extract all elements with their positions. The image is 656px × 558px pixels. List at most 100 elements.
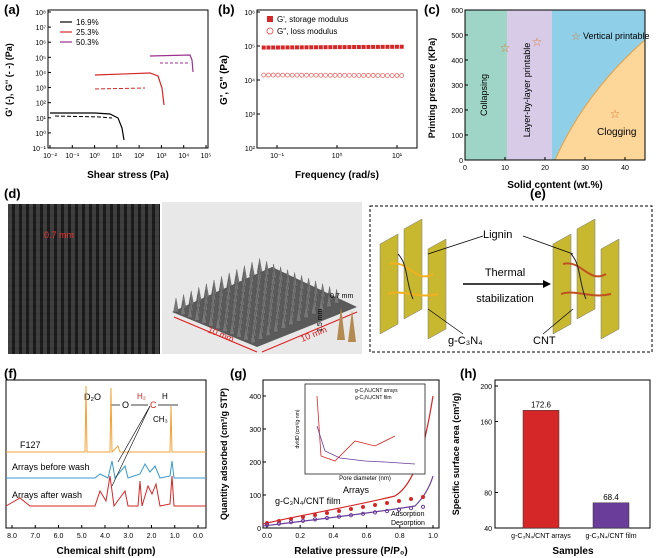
b-xtick-0: 10⁻¹ — [270, 153, 284, 160]
g-desorption-point — [337, 509, 341, 513]
b-storage-point — [271, 45, 276, 50]
c-region-clogging: Clogging — [597, 127, 636, 138]
b-storage-point — [390, 44, 395, 49]
a-legend-0: 16.9% — [76, 18, 99, 27]
e-thermal-label: Thermal — [485, 267, 525, 279]
b-loss-point — [380, 73, 386, 78]
g-desorption-point — [385, 501, 389, 505]
panel-h-label: (h) — [460, 366, 477, 381]
b-loss-point — [261, 72, 267, 78]
g-adsorption-point — [312, 517, 318, 522]
f-xtick-2: 6.0 — [54, 533, 64, 540]
h-ytick-1: 80 — [484, 491, 492, 498]
b-loss-point — [389, 73, 395, 78]
h-y-label: Specific surface area (cm²/g) — [451, 393, 461, 516]
b-storage-point — [299, 45, 304, 50]
b-storage-point — [285, 45, 290, 50]
h-x-label: Samples — [552, 546, 594, 557]
e-stabilization-label: stabilization — [476, 293, 533, 305]
b-ytick-4: 10⁶ — [244, 10, 255, 17]
f-structure-c: C — [150, 400, 157, 410]
g-adsorption-point — [420, 504, 426, 509]
g-ytick-0: 0 — [257, 526, 261, 533]
h-category-1: g-C₃N₄/CNT film — [585, 533, 636, 540]
b-storage-point — [323, 45, 328, 50]
b-storage-point — [371, 44, 376, 49]
a-legend-1: 25.3% — [76, 28, 99, 37]
g-inset-legend-film: g-C₃N₄/CNT film — [355, 395, 391, 401]
c-region-layer: Layer-by-layer printable — [522, 43, 532, 138]
svg-text:☆: ☆ — [610, 107, 621, 121]
g-desorption-point — [421, 495, 425, 499]
svg-text:☆: ☆ — [532, 35, 543, 49]
f-f127-label: F127 — [20, 440, 41, 450]
g-desorption-point — [301, 515, 305, 519]
panel-e-diagram: Lignin Thermal stabilization g-C₃N₄ CNT — [369, 205, 653, 353]
g-ytick-3: 300 — [249, 427, 261, 434]
g-y-label: Quantity adsorbed (cm³/g STP) — [219, 388, 229, 520]
a-ytick-8: 10⁷ — [36, 25, 47, 32]
b-loss-point — [365, 73, 371, 78]
b-loss-point — [275, 72, 281, 78]
g-adsorption-point — [372, 510, 378, 515]
f-structure-o: O — [122, 400, 129, 410]
g-adsorption-point — [300, 518, 306, 523]
b-storage-point — [328, 45, 333, 50]
b-y-ticks: 10² 10³ 10⁴ 10⁵ 10⁶ — [244, 10, 260, 153]
b-loss-point — [356, 72, 362, 78]
g-xtick-2: 0.4 — [329, 533, 339, 540]
svg-text:☆: ☆ — [500, 41, 511, 55]
d-photo-top-view: 0.7 mm — [8, 204, 160, 354]
a-ytick-7: 10⁶ — [35, 40, 46, 47]
a-xtick-3: 10¹ — [112, 153, 123, 160]
g-desorption-point — [409, 497, 413, 501]
f-xtick-4: 4.0 — [100, 533, 110, 540]
f-d2o-label: D₂O — [84, 392, 101, 402]
b-loss-point — [375, 73, 381, 78]
b-loss-point — [304, 72, 309, 78]
panel-f-chart: 8.0 7.0 6.0 5.0 4.0 3.0 2.0 1.0 0.0 D₂O O H₂ C H… — [5, 379, 207, 557]
d-dim-width: 0.7 mm — [330, 293, 354, 300]
b-ytick-2: 10⁴ — [244, 78, 255, 85]
b-xtick-1: 10⁰ — [332, 152, 343, 160]
a-ytick-3: 10² — [36, 101, 47, 108]
g-desorption-point — [397, 499, 401, 503]
g-xtick-1: 0.2 — [295, 533, 305, 540]
panel-c-label: (c) — [424, 2, 440, 17]
g-adsorption-point — [288, 520, 294, 525]
panel-d-label: (d) — [4, 186, 21, 201]
c-xtick-0: 0 — [463, 165, 467, 172]
g-desorption-point — [313, 513, 317, 517]
b-loss-point — [346, 72, 352, 78]
a-xtick-4: 10² — [134, 153, 145, 160]
b-loss-point — [351, 72, 357, 78]
f-xtick-7: 1.0 — [170, 533, 180, 540]
b-loss-point — [361, 73, 367, 78]
f-xtick-3: 5.0 — [77, 533, 87, 540]
g-inset-y-label: dv/dD (cm³/g·nm) — [295, 409, 301, 448]
b-loss-point — [294, 72, 300, 78]
f-structure-h: H — [162, 392, 168, 401]
c-ytick-1: 100 — [451, 133, 463, 140]
panel-f-label: (f) — [4, 366, 17, 381]
c-ytick-6: 600 — [451, 8, 463, 15]
b-loss-point — [318, 72, 324, 78]
c-y-label: Printing pressure (KPa) — [427, 38, 437, 139]
b-storage-point — [304, 45, 309, 50]
f-xtick-8: 0.0 — [193, 533, 203, 540]
g-desorption-point — [289, 517, 293, 521]
b-loss-point — [313, 72, 319, 78]
svg-text:☆: ☆ — [571, 31, 581, 43]
g-ytick-4: 400 — [249, 394, 261, 401]
b-loss-point — [370, 73, 376, 78]
b-storage-point — [347, 45, 352, 50]
a-ytick-2: 10¹ — [36, 116, 47, 123]
a-xtick-7: 10⁵ — [201, 153, 212, 160]
h-bar-1 — [592, 502, 630, 529]
b-loss-point — [337, 72, 343, 78]
f-x-label: Chemical shift (ppm) — [57, 546, 156, 557]
g-adsorption-point — [336, 514, 342, 519]
g-desorption-point — [373, 503, 377, 507]
